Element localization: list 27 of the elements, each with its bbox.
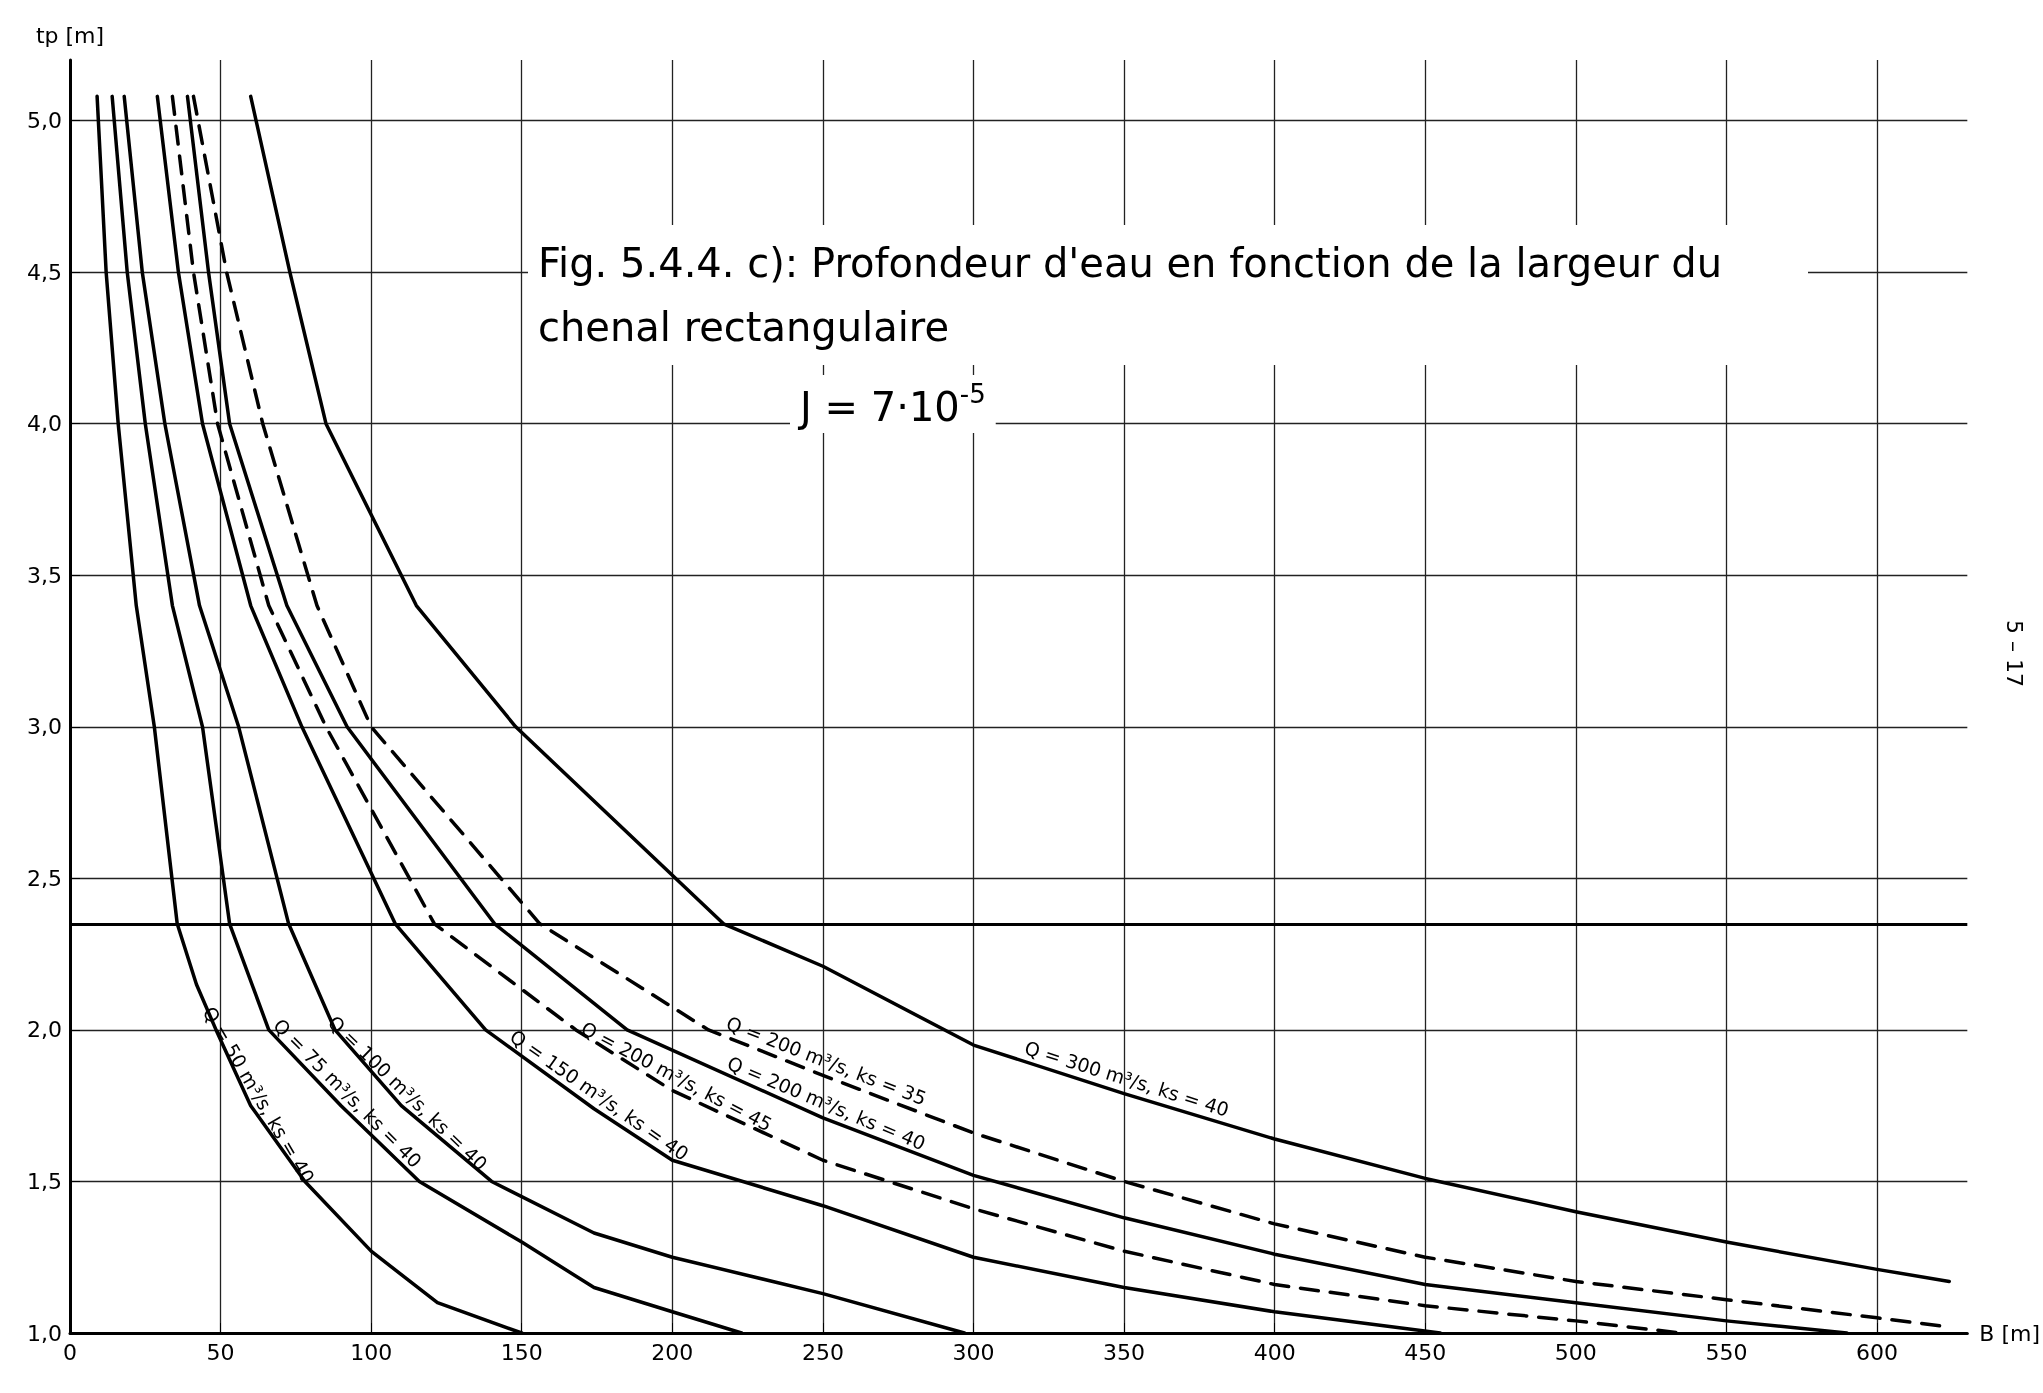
x-tick-label: 150: [500, 1339, 543, 1365]
y-tick-label: 2,5: [27, 865, 62, 891]
x-axis-title: B [m]: [1979, 1320, 2040, 1346]
y-tick-label: 4,5: [27, 259, 62, 285]
x-tick-label: 550: [1705, 1339, 1748, 1365]
x-tick-label: 500: [1554, 1339, 1597, 1365]
y-tick-label: 2,0: [27, 1017, 62, 1043]
y-tick-label: 4,0: [27, 411, 62, 437]
x-tick-label: 0: [63, 1339, 77, 1365]
x-tick-label: 250: [801, 1339, 844, 1365]
y-tick-label: 1,5: [27, 1168, 62, 1194]
x-tick-label: 350: [1103, 1339, 1146, 1365]
x-tick-label: 450: [1404, 1339, 1447, 1365]
y-tick-label: 5,0: [27, 108, 62, 134]
x-tick-label: 200: [651, 1339, 694, 1365]
x-tick-label: 300: [952, 1339, 995, 1365]
text: Fig. 5.4.4. c): Profondeur d'eau en fonction de la largeur du chenal rectangulaire: [538, 240, 1735, 350]
y-axis-title: tp [m]: [35, 22, 105, 48]
x-tick-label: 400: [1253, 1339, 1296, 1365]
text: Q = 300 m³/s, ks = 40: [1022, 1036, 1232, 1121]
text: 5 – 17: [2001, 620, 2027, 687]
y-tick-label: 3,0: [27, 714, 62, 740]
x-tick-label: 50: [206, 1339, 235, 1365]
x-tick-label: 600: [1855, 1339, 1898, 1365]
y-tick-label: 3,5: [27, 562, 62, 588]
y-tick-label: 1,0: [27, 1320, 62, 1346]
x-tick-label: 100: [350, 1339, 393, 1365]
